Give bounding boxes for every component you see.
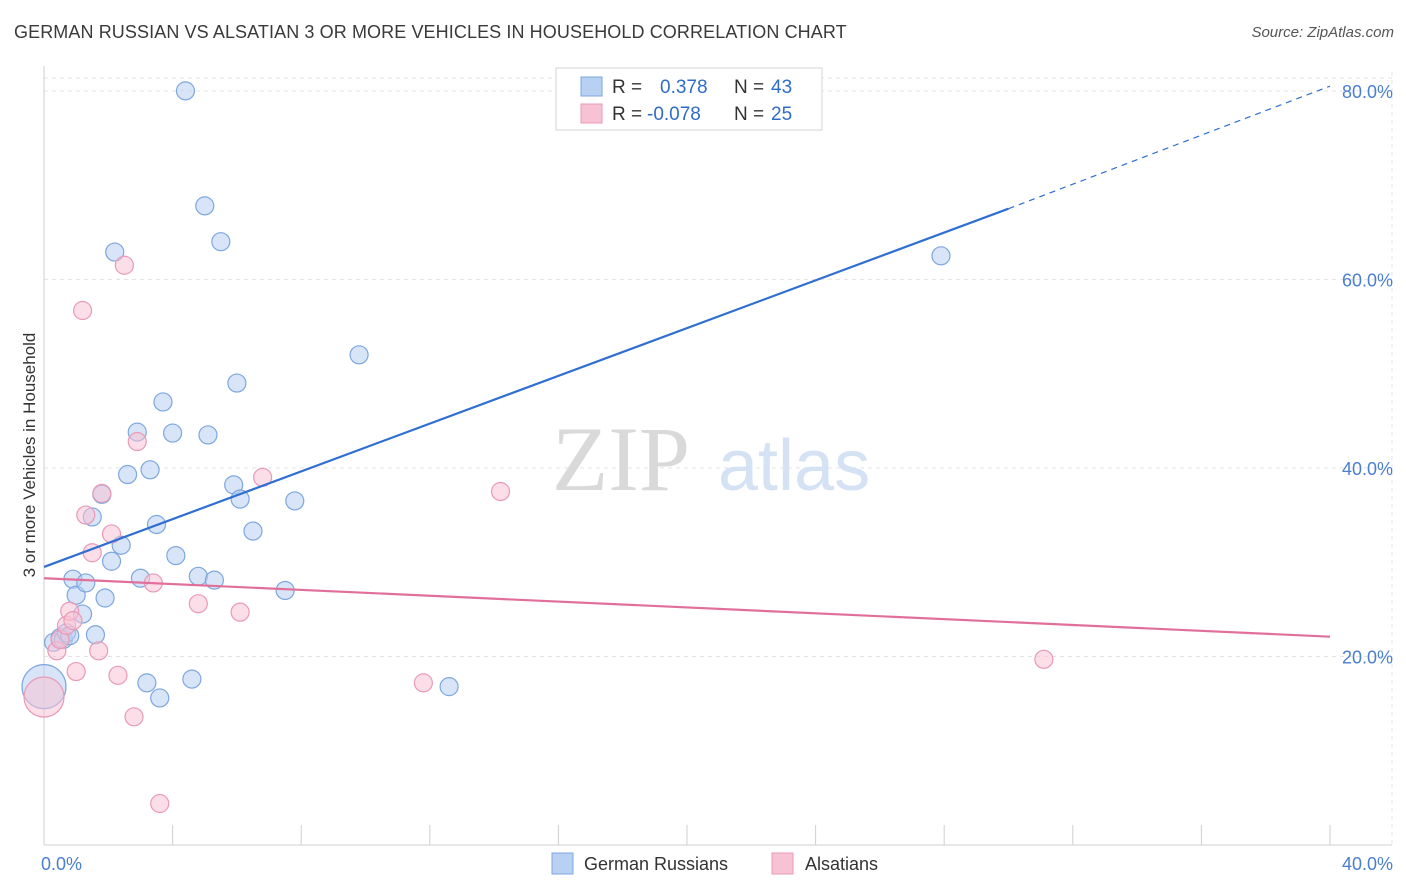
y-axis-label: 3 or more Vehicles in Household — [20, 333, 39, 578]
alsatian-point — [76, 505, 96, 525]
german-russian-point — [105, 242, 125, 262]
alsatian-point — [413, 673, 433, 693]
bottom-legend-alsatians: Alsatians — [805, 854, 878, 874]
trend-layer — [43, 85, 1331, 638]
german-russian-point — [182, 669, 202, 689]
alsatian-point — [124, 707, 144, 727]
legend-n-label: N = — [734, 77, 764, 98]
german-russian-point — [140, 460, 160, 480]
german-russian-point — [211, 232, 231, 252]
german-russian-point — [349, 345, 369, 365]
alsatian-point — [92, 483, 112, 503]
german-russian-point — [188, 566, 208, 586]
german-russian-trendline — [43, 207, 1009, 568]
german-russian-point — [166, 545, 186, 566]
german-russian-point — [101, 551, 122, 571]
german-russian-point — [230, 489, 250, 509]
chart-title: GERMAN RUSSIAN VS ALSATIAN 3 OR MORE VEH… — [14, 22, 847, 42]
german-russian-point — [76, 573, 96, 593]
alsatian-point — [66, 661, 86, 682]
german-russian-point — [150, 688, 170, 708]
alsatian-point — [490, 481, 511, 502]
x-tick-label: 0.0% — [41, 854, 82, 874]
bottom-legend-german-russians: German Russians — [584, 854, 728, 874]
german-russian-point — [85, 625, 106, 645]
german-russian-point — [198, 425, 218, 445]
watermark-zip: ZIP — [552, 408, 690, 510]
german-russian-point — [439, 677, 459, 697]
bottom-legend-swatch-pink — [771, 852, 794, 875]
alsatian-point — [108, 665, 128, 685]
german-russian-point — [95, 588, 115, 608]
legend-r-value: -0.078 — [647, 104, 701, 125]
alsatian-point — [63, 611, 83, 631]
german-russian-point — [204, 570, 224, 590]
alsatian-point — [150, 793, 170, 814]
alsatian-point — [114, 255, 134, 275]
x-tick-label: 40.0% — [1342, 854, 1393, 874]
alsatian-trendline — [43, 577, 1331, 638]
points-layer — [21, 81, 1054, 814]
y-tick-label: 20.0% — [1342, 647, 1393, 667]
german-russian-point — [163, 423, 183, 443]
alsatian-point — [23, 676, 65, 718]
german-russian-point — [227, 373, 247, 393]
top-legend: R = 0.378 N = 43 R = -0.078 N = 25 — [555, 67, 823, 131]
alsatian-point — [230, 602, 250, 622]
bottom-legend: German Russians Alsatians — [551, 852, 878, 875]
y-tick-label: 80.0% — [1342, 82, 1393, 102]
legend-r-value: 0.378 — [660, 77, 708, 98]
legend-r-label: R = — [612, 104, 642, 125]
german-russian-point — [137, 673, 157, 693]
axes-layer: 20.0% 40.0% 60.0% 80.0% 0.0% 40.0% — [41, 66, 1393, 874]
german-russian-point — [931, 246, 951, 266]
german-russian-point — [243, 521, 263, 541]
legend-n-label: N = — [734, 104, 764, 125]
alsatian-point — [127, 431, 147, 452]
legend-r-label: R = — [612, 77, 642, 98]
alsatian-point — [1034, 649, 1054, 669]
legend-n-value: 43 — [771, 77, 792, 98]
chart-source: Source: ZipAtlas.com — [1251, 24, 1394, 41]
alsatian-point — [89, 641, 109, 661]
german-russian-point — [153, 392, 173, 412]
legend-swatch-blue — [580, 76, 603, 97]
watermark-atlas: atlas — [718, 426, 870, 506]
watermark: ZIP atlas — [552, 408, 870, 510]
german-russian-point — [285, 491, 305, 511]
legend-swatch-pink — [580, 103, 603, 124]
alsatian-point — [188, 594, 208, 614]
german-russian-point — [195, 196, 215, 216]
german-russian-point — [117, 464, 138, 485]
bottom-legend-swatch-blue — [551, 852, 574, 875]
german-russian-trendline-extension — [1008, 85, 1331, 210]
grid-layer — [44, 72, 1393, 845]
legend-n-value: 25 — [771, 104, 792, 125]
y-tick-label: 40.0% — [1342, 459, 1393, 479]
y-tick-label: 60.0% — [1342, 270, 1393, 290]
alsatian-point — [72, 300, 93, 321]
german-russian-point — [175, 81, 196, 101]
